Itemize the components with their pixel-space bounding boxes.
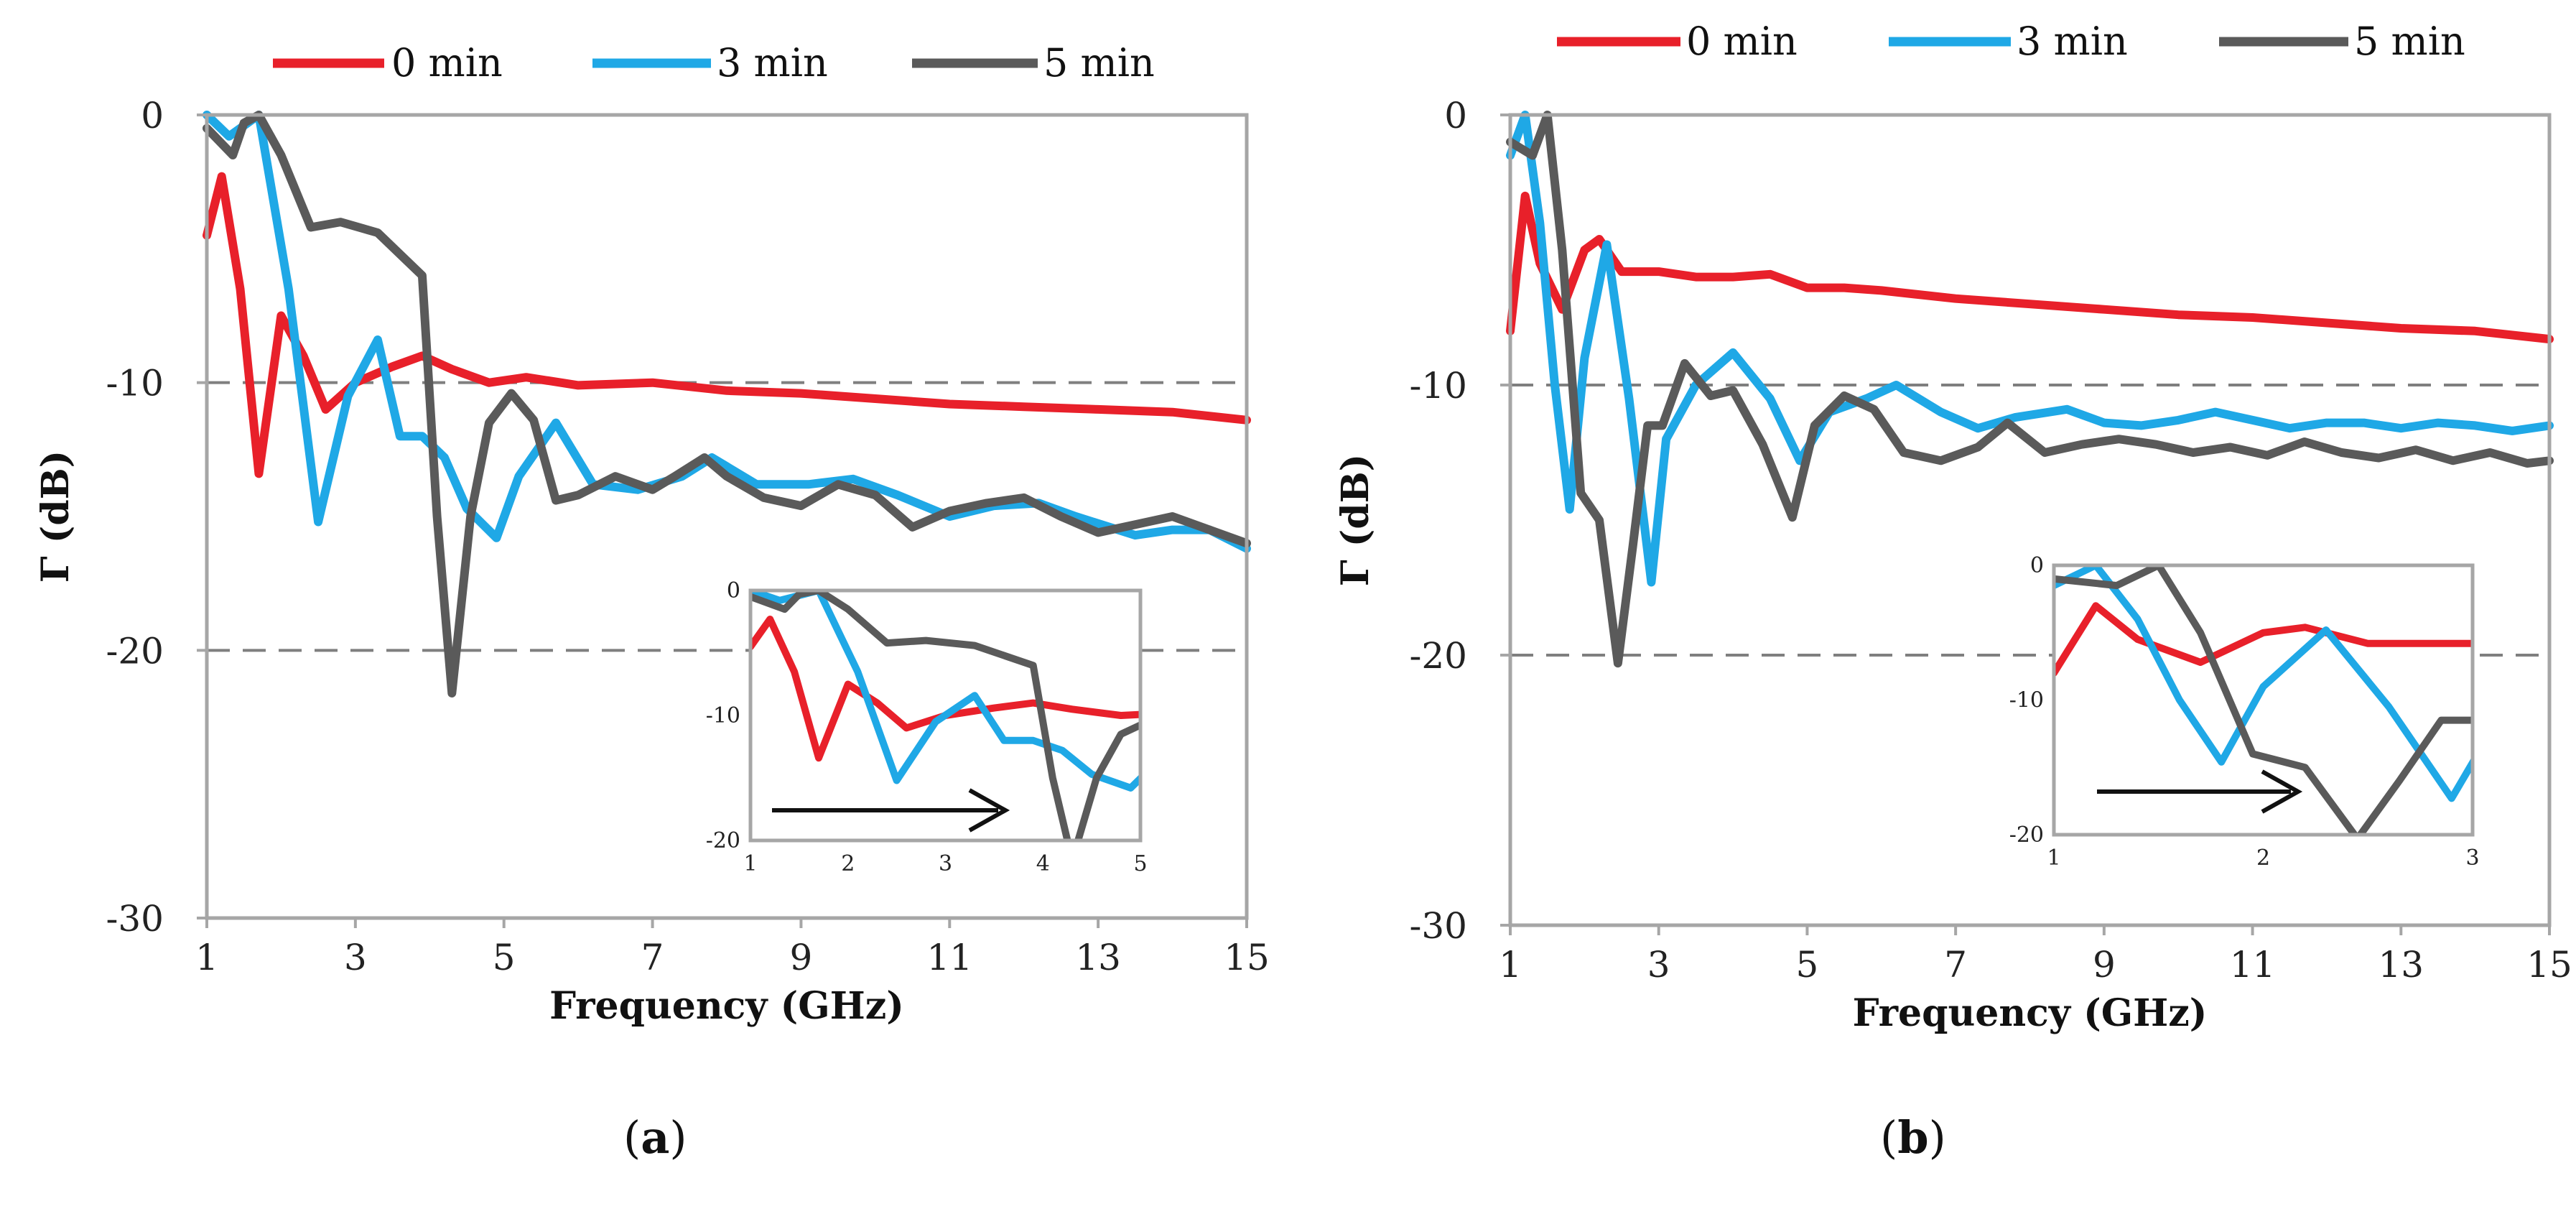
legend-a-label-1: 3 min xyxy=(717,40,828,85)
y-tick-label-a-0: 0 xyxy=(141,95,164,136)
caption-a-letter: a xyxy=(641,1111,669,1164)
legend-a: 0 min 3 min 5 min xyxy=(273,40,1155,85)
legend-b-label-0: 0 min xyxy=(1686,19,1798,64)
series-a-2 xyxy=(203,111,1251,698)
inset-a: 1 2 3 4 5 0 -10 -20 xyxy=(706,578,1148,876)
x-tick-label-a-5: 11 xyxy=(926,937,972,978)
inset-x-tick-a-2: 3 xyxy=(939,851,952,876)
y-axis-title-a: Γ (dB) xyxy=(34,450,78,583)
inset-series-a-1 xyxy=(750,590,1140,792)
series-a-0 xyxy=(203,172,1251,478)
inset-y-tick-a-1: -10 xyxy=(706,703,740,728)
y-tick-label-b-0: 0 xyxy=(1444,95,1467,136)
inset-arrow-head-b xyxy=(2261,769,2303,814)
plot-frame-b xyxy=(1508,113,2552,927)
x-tick-label-a-4: 9 xyxy=(790,937,813,978)
x-tick-label-b-4: 9 xyxy=(2093,944,2116,986)
x-tick-label-b-7: 15 xyxy=(2526,944,2572,986)
y-tick-label-b-2: -20 xyxy=(1409,635,1467,677)
inset-series-a-0 xyxy=(750,616,1140,762)
x-axis-title-b: Frequency (GHz) xyxy=(1853,991,2208,1035)
plot-frame-a xyxy=(205,113,1249,920)
x-tick-label-b-0: 1 xyxy=(1499,944,1522,986)
legend-b-label-2: 5 min xyxy=(2354,19,2465,64)
x-tick-label-b-2: 5 xyxy=(1796,944,1819,986)
y-tick-label-a-2: -20 xyxy=(106,630,164,672)
series-b-1 xyxy=(1506,111,2554,587)
inset-b: 1 2 3 0 -10 -20 xyxy=(2009,553,2480,871)
series-a-1 xyxy=(203,111,1251,553)
inset-border-b xyxy=(2052,563,2475,837)
series-b-2 xyxy=(1506,111,2554,668)
inset-x-tick-b-1: 2 xyxy=(2256,845,2270,871)
y-axis-title-b: Γ (dB) xyxy=(1334,454,1377,587)
inset-y-tick-a-0: 0 xyxy=(727,578,740,603)
inset-frame-b xyxy=(2052,563,2475,837)
caption-b-letter: b xyxy=(1897,1111,1928,1164)
inset-y-tick-b-2: -20 xyxy=(2009,823,2044,848)
inset-x-tick-a-3: 4 xyxy=(1036,851,1050,876)
inset-x-tick-b-0: 1 xyxy=(2047,845,2060,871)
svg-text:(b): (b) xyxy=(1880,1111,1946,1164)
y-tick-label-a-3: -30 xyxy=(106,898,164,940)
inset-border-a xyxy=(748,588,1143,843)
y-tick-label-a-1: -10 xyxy=(106,363,164,404)
y-tick-label-b-1: -10 xyxy=(1409,365,1467,407)
inset-series-a-2 xyxy=(750,590,1140,840)
x-tick-label-a-6: 13 xyxy=(1075,937,1121,978)
inset-arrow-head-a xyxy=(968,788,1010,833)
x-tick-label-b-5: 11 xyxy=(2230,944,2276,986)
inset-x-tick-a-4: 5 xyxy=(1133,851,1147,876)
inset-x-tick-b-2: 3 xyxy=(2465,845,2479,871)
inset-y-tick-a-2: -20 xyxy=(706,828,740,853)
x-tick-label-a-7: 15 xyxy=(1224,937,1270,978)
legend-a-label-2: 5 min xyxy=(1043,40,1155,85)
legend-a-label-0: 0 min xyxy=(391,40,503,85)
legend-b: 0 min 3 min 5 min xyxy=(1557,19,2465,64)
x-tick-label-b-3: 7 xyxy=(1944,944,1967,986)
x-tick-label-b-6: 13 xyxy=(2378,944,2424,986)
inset-series-b-0 xyxy=(2054,602,2473,677)
x-tick-label-a-2: 5 xyxy=(493,937,516,978)
x-tick-label-a-3: 7 xyxy=(641,937,664,978)
caption-a: (a) xyxy=(623,1111,687,1164)
x-axis-title-a: Frequency (GHz) xyxy=(549,984,904,1028)
caption-b: (b) xyxy=(1880,1111,1946,1164)
inset-x-tick-a-1: 2 xyxy=(841,851,855,876)
svg-text:(a): (a) xyxy=(623,1111,687,1164)
inset-y-tick-b-1: -10 xyxy=(2009,688,2044,713)
legend-b-label-1: 3 min xyxy=(2017,19,2128,64)
series-b-0 xyxy=(1506,191,2554,344)
inset-y-tick-b-0: 0 xyxy=(2030,553,2044,578)
inset-series-b-2 xyxy=(2054,565,2473,835)
y-tick-label-b-3: -30 xyxy=(1409,905,1467,947)
x-tick-label-a-0: 1 xyxy=(195,937,218,978)
x-tick-label-b-1: 3 xyxy=(1647,944,1670,986)
inset-x-tick-a-0: 1 xyxy=(743,851,757,876)
x-tick-label-a-1: 3 xyxy=(344,937,367,978)
